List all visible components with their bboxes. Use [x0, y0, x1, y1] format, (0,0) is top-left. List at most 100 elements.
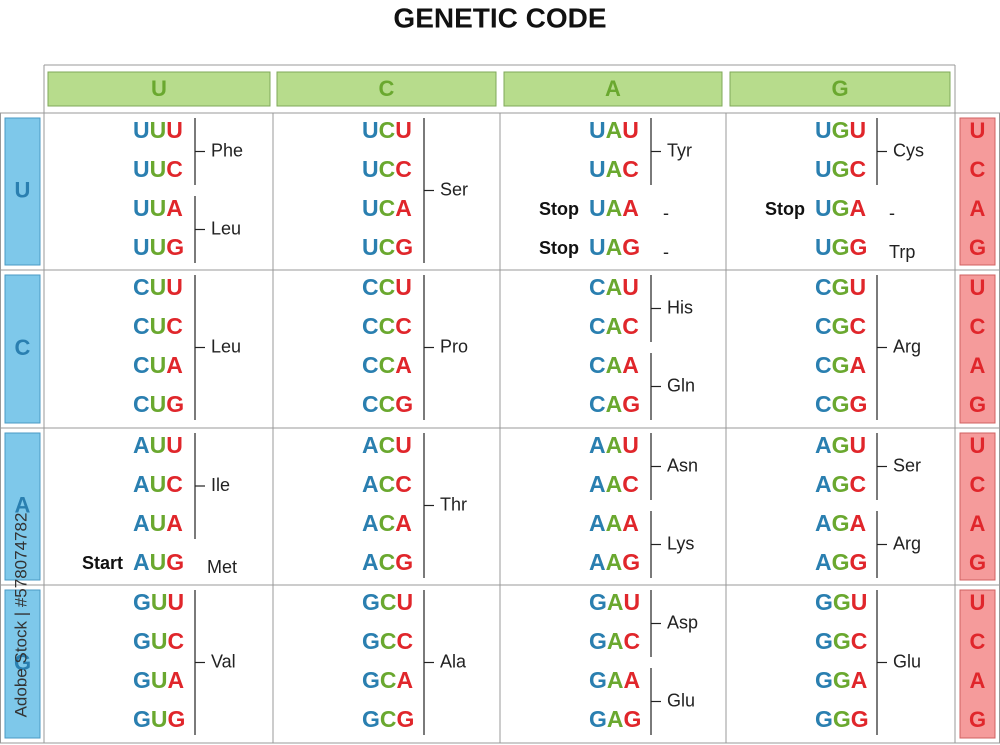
column-header-box [276, 71, 497, 107]
amino-acid: - [663, 242, 669, 262]
third-base: U [970, 433, 986, 458]
first-base-box [4, 432, 41, 581]
amino-acid: Arg [893, 533, 921, 553]
codon-note: Stop [539, 199, 579, 219]
first-base: G [14, 650, 31, 675]
codon: GGC [815, 628, 867, 654]
third-base: A [970, 668, 986, 693]
third-base-box [959, 589, 996, 739]
codon: ACA [362, 510, 412, 536]
third-base: A [970, 353, 986, 378]
third-base: G [969, 235, 986, 260]
codon: CAA [589, 352, 639, 378]
first-base-box [4, 117, 41, 266]
codon: AAC [589, 471, 639, 497]
codon: ACC [362, 471, 412, 497]
codon: GUG [133, 706, 185, 732]
amino-acid: Trp [889, 242, 915, 262]
codon: AGG [815, 549, 867, 575]
first-base-box [4, 589, 41, 739]
codon: AGU [815, 432, 866, 458]
column-header: G [831, 76, 848, 101]
third-base: A [970, 196, 986, 221]
amino-acid: Thr [440, 494, 467, 514]
codon: GAG [589, 706, 641, 732]
amino-acid: Leu [211, 336, 241, 356]
first-base: U [15, 177, 31, 202]
amino-acid: Ser [893, 455, 921, 475]
codon: GUC [133, 628, 184, 654]
codon: CGU [815, 274, 866, 300]
column-header-box [47, 71, 271, 107]
codon: UUC [133, 156, 183, 182]
codon: GUA [133, 667, 184, 693]
codon: UAC [589, 156, 639, 182]
codon: ACU [362, 432, 412, 458]
third-base: G [969, 550, 986, 575]
third-base: C [970, 629, 986, 654]
amino-acid: - [889, 203, 895, 223]
codon-note: Stop [539, 238, 579, 258]
third-base: C [970, 314, 986, 339]
codon: AUU [133, 432, 183, 458]
codon: UUU [133, 117, 183, 143]
amino-acid: Ser [440, 179, 468, 199]
codon: GAU [589, 589, 640, 615]
codon: UGG [815, 234, 867, 260]
amino-acid: Arg [893, 336, 921, 356]
codon: UUA [133, 195, 183, 221]
amino-acid: Ala [440, 651, 467, 671]
codon: UAG [589, 234, 640, 260]
third-base: G [969, 392, 986, 417]
codon: UAU [589, 117, 639, 143]
codon-note: Start [82, 553, 123, 573]
third-base: U [970, 118, 986, 143]
codon: CUC [133, 313, 183, 339]
column-header-box [729, 71, 951, 107]
codon: AUC [133, 471, 183, 497]
codon: CGC [815, 313, 866, 339]
codon: UAA [589, 195, 639, 221]
column-header: A [605, 76, 621, 101]
column-header: U [151, 76, 167, 101]
amino-acid: Tyr [667, 140, 692, 160]
codon: UCU [362, 117, 412, 143]
codon: GUU [133, 589, 184, 615]
third-base-box [959, 432, 996, 581]
codon: CGA [815, 352, 866, 378]
codon: CAU [589, 274, 639, 300]
amino-acid: Val [211, 651, 236, 671]
third-base: C [970, 472, 986, 497]
watermark: Adobe Stock | #578074782 [11, 513, 30, 718]
codon: CUG [133, 391, 184, 417]
codon: GGA [815, 667, 867, 693]
codon: UGU [815, 117, 866, 143]
codon: GCC [362, 628, 413, 654]
codon: AAA [589, 510, 639, 536]
codon: GCA [362, 667, 413, 693]
codon: CUA [133, 352, 183, 378]
amino-acid: Phe [211, 140, 243, 160]
column-header: C [379, 76, 395, 101]
third-base: U [970, 275, 986, 300]
amino-acid: Lys [667, 533, 694, 553]
column-header-box [503, 71, 723, 107]
codon: AAU [589, 432, 639, 458]
codon: CUU [133, 274, 183, 300]
codon: AAG [589, 549, 640, 575]
amino-acid: Cys [893, 140, 924, 160]
amino-acid: Leu [211, 218, 241, 238]
first-base: C [15, 335, 31, 360]
third-base: G [969, 707, 986, 732]
codon: CAC [589, 313, 639, 339]
amino-acid: - [663, 203, 669, 223]
codon: CAG [589, 391, 640, 417]
title: GENETIC CODE [393, 2, 606, 33]
amino-acid: Met [207, 557, 237, 577]
amino-acid: Pro [440, 336, 468, 356]
third-base-box [959, 117, 996, 266]
codon: UCA [362, 195, 412, 221]
codon: GCU [362, 589, 413, 615]
codon: CCU [362, 274, 412, 300]
codon: UCG [362, 234, 413, 260]
